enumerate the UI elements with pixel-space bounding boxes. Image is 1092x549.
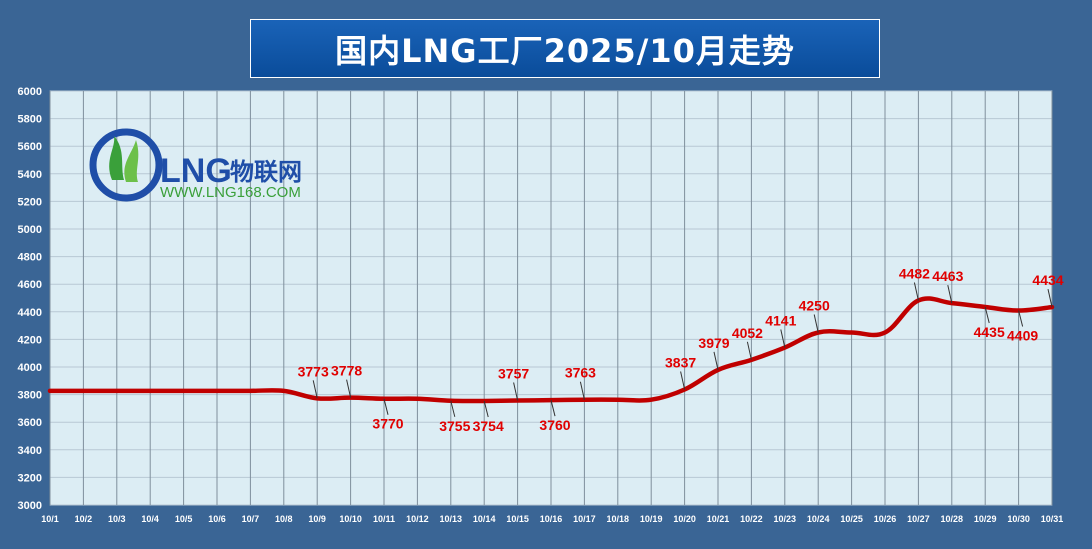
data-label: 3754	[473, 418, 504, 434]
x-tick-label: 10/23	[774, 514, 797, 524]
x-tick-label: 10/10	[339, 514, 362, 524]
data-label: 4409	[1007, 328, 1038, 344]
x-tick-label: 10/14	[473, 514, 496, 524]
x-tick-label: 10/17	[573, 514, 596, 524]
data-label: 4463	[932, 268, 963, 284]
x-tick-label: 10/13	[440, 514, 463, 524]
data-label-leader	[550, 399, 556, 417]
x-tick-label: 10/24	[807, 514, 830, 524]
data-label: 3979	[698, 335, 729, 351]
data-label-leader	[1047, 288, 1053, 308]
y-tick-label: 4800	[18, 252, 42, 264]
data-label-leader	[383, 398, 389, 415]
x-tick-label: 10/19	[640, 514, 663, 524]
x-tick-label: 10/7	[242, 514, 260, 524]
data-label-leaders	[312, 282, 1053, 418]
x-tick-label: 10/8	[275, 514, 293, 524]
x-axis-ticks: 10/1 10/2 10/3 10/4 10/5 10/6 10/7 10/8 10/9 10/1…	[41, 514, 1063, 524]
y-tick-label: 4600	[18, 279, 42, 291]
x-tick-label: 10/9	[308, 514, 326, 524]
data-label: 3757	[498, 366, 529, 382]
x-tick-label: 10/6	[208, 514, 226, 524]
x-tick-label: 10/31	[1041, 514, 1064, 524]
x-tick-label: 10/21	[707, 514, 730, 524]
x-tick-label: 10/3	[108, 514, 126, 524]
data-label-leader	[984, 306, 990, 324]
y-tick-label: 5400	[18, 169, 42, 181]
data-label: 4434	[1032, 272, 1063, 288]
data-label-leader	[913, 282, 919, 301]
data-label: 3755	[439, 418, 470, 434]
y-tick-label: 5000	[18, 224, 42, 236]
data-label-leader	[780, 329, 786, 348]
logo-emblem-icon	[89, 128, 163, 202]
data-label-leader	[483, 400, 489, 418]
data-label: 3770	[372, 416, 403, 432]
y-tick-label: 5200	[18, 196, 42, 208]
data-label-leader	[312, 380, 318, 399]
data-label: 3760	[539, 417, 570, 433]
x-tick-label: 10/30	[1007, 514, 1030, 524]
y-tick-label: 6000	[18, 86, 42, 98]
data-label-leader	[1018, 310, 1024, 327]
logo-brand: LNG	[160, 152, 232, 190]
y-tick-label: 3000	[18, 500, 42, 512]
x-tick-label: 10/25	[840, 514, 863, 524]
y-tick-label: 5600	[18, 141, 42, 153]
data-label-leader	[513, 382, 519, 401]
data-label: 3773	[298, 363, 329, 379]
data-labels: 3773 3778 3770 3755 3754 3757 3760 3763 38373979…	[298, 265, 1064, 433]
data-label: 4482	[899, 265, 930, 281]
data-label-leader	[450, 400, 456, 417]
data-label: 3837	[665, 354, 696, 370]
y-tick-label: 3200	[18, 472, 42, 484]
data-label-leader	[813, 314, 819, 333]
chart-title: 国内LNG工厂2025/10月走势	[335, 31, 795, 70]
y-tick-label: 4000	[18, 362, 42, 374]
chart-title-box: 国内LNG工厂2025/10月走势	[250, 19, 880, 78]
data-label: 4141	[765, 313, 796, 329]
data-label: 4250	[799, 298, 830, 314]
y-tick-label: 3800	[18, 390, 42, 402]
x-tick-label: 10/5	[175, 514, 193, 524]
x-tick-label: 10/2	[75, 514, 93, 524]
x-tick-label: 10/28	[941, 514, 964, 524]
x-tick-label: 10/4	[141, 514, 159, 524]
data-label: 4435	[974, 324, 1005, 340]
data-label-leader	[346, 379, 352, 398]
x-tick-label: 10/12	[406, 514, 429, 524]
x-tick-label: 10/15	[506, 514, 529, 524]
x-tick-label: 10/1	[41, 514, 59, 524]
y-tick-label: 5800	[18, 114, 42, 126]
data-label: 4052	[732, 325, 763, 341]
x-tick-label: 10/16	[540, 514, 563, 524]
x-tick-label: 10/11	[373, 514, 395, 524]
y-tick-label: 4200	[18, 334, 42, 346]
logo-brand-cn: 物联网	[230, 158, 302, 186]
logo-url: WWW.LNG168.COM	[160, 184, 301, 201]
data-label-leader	[579, 381, 585, 400]
x-tick-label: 10/27	[907, 514, 930, 524]
data-label-leader	[680, 371, 686, 390]
data-label: 3763	[565, 365, 596, 381]
data-label: 3778	[331, 363, 362, 379]
y-tick-label: 4400	[18, 307, 42, 319]
x-tick-label: 10/22	[740, 514, 763, 524]
y-tick-label: 3600	[18, 417, 42, 429]
data-label-leader	[947, 284, 953, 304]
x-tick-label: 10/29	[974, 514, 997, 524]
x-tick-label: 10/20	[673, 514, 696, 524]
grid	[49, 90, 1053, 506]
y-axis-ticks: 3000 3200 3400 3600 3800 4000 4200 4400 4600 4800…	[18, 86, 42, 512]
x-tick-label: 10/26	[874, 514, 897, 524]
x-tick-label: 10/18	[607, 514, 630, 524]
y-tick-label: 3400	[18, 445, 42, 457]
data-label-leader	[713, 351, 719, 371]
data-label-leader	[746, 341, 752, 360]
lng-logo: LNG 物联网 WWW.LNG168.COM	[89, 128, 302, 202]
